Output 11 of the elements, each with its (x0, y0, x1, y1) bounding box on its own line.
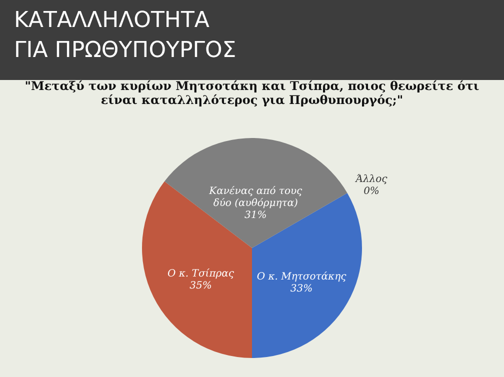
slice-label: Ο κ. Τσίπρας (167, 268, 234, 280)
category-label: Άλλος (356, 174, 388, 185)
pie-slice (164, 138, 348, 248)
data-label: 33% (290, 284, 313, 295)
chart-title: ΚΑΤΑΛΛΗΛΟΤΗΤΑ ΓΙΑ ΠΡΩΘΥΠΟΥΡΓΟΣ (14, 8, 236, 63)
data-label: 31% (244, 210, 267, 221)
slice-label: Κανένας από τους δύο (αυθόρμητα) (208, 186, 303, 209)
slice-label: Ο κ. Μητσοτάκης (256, 272, 347, 283)
chart-subtitle: "Μεταξύ των κυρίων Μητσοτάκη και Τσίπρα, ποιος θεωρείτε ότι είναι καταλληλότερος για Πρωθυπουργός;" (24, 79, 480, 107)
data-label: 35% (190, 280, 212, 292)
text: 0% (364, 186, 380, 197)
